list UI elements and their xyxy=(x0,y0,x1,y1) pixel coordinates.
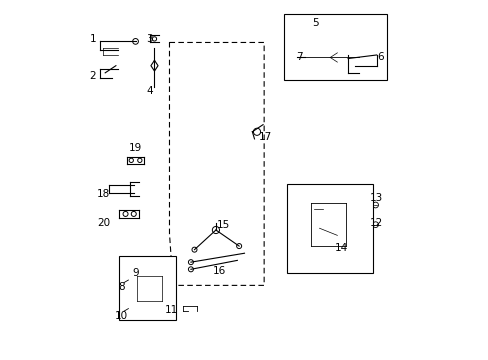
Text: 1: 1 xyxy=(89,34,96,44)
Bar xyxy=(119,256,176,320)
Bar xyxy=(283,14,386,80)
Text: 4: 4 xyxy=(146,86,153,96)
Text: 19: 19 xyxy=(129,143,142,153)
Text: 11: 11 xyxy=(164,305,178,315)
Text: 6: 6 xyxy=(376,52,383,62)
Text: 13: 13 xyxy=(369,193,383,203)
Text: 8: 8 xyxy=(118,282,124,292)
Text: 9: 9 xyxy=(132,268,139,278)
Text: 5: 5 xyxy=(312,18,319,28)
Text: 15: 15 xyxy=(216,220,229,230)
Text: 17: 17 xyxy=(259,132,272,142)
Text: 18: 18 xyxy=(97,189,110,199)
Text: 7: 7 xyxy=(296,52,303,62)
Text: 2: 2 xyxy=(89,71,96,81)
Text: 20: 20 xyxy=(97,218,110,228)
Text: 14: 14 xyxy=(334,243,347,253)
Bar xyxy=(287,184,372,273)
Text: 3: 3 xyxy=(146,34,153,44)
Text: 16: 16 xyxy=(212,266,225,276)
Text: 12: 12 xyxy=(369,218,383,228)
Text: 10: 10 xyxy=(115,311,127,321)
